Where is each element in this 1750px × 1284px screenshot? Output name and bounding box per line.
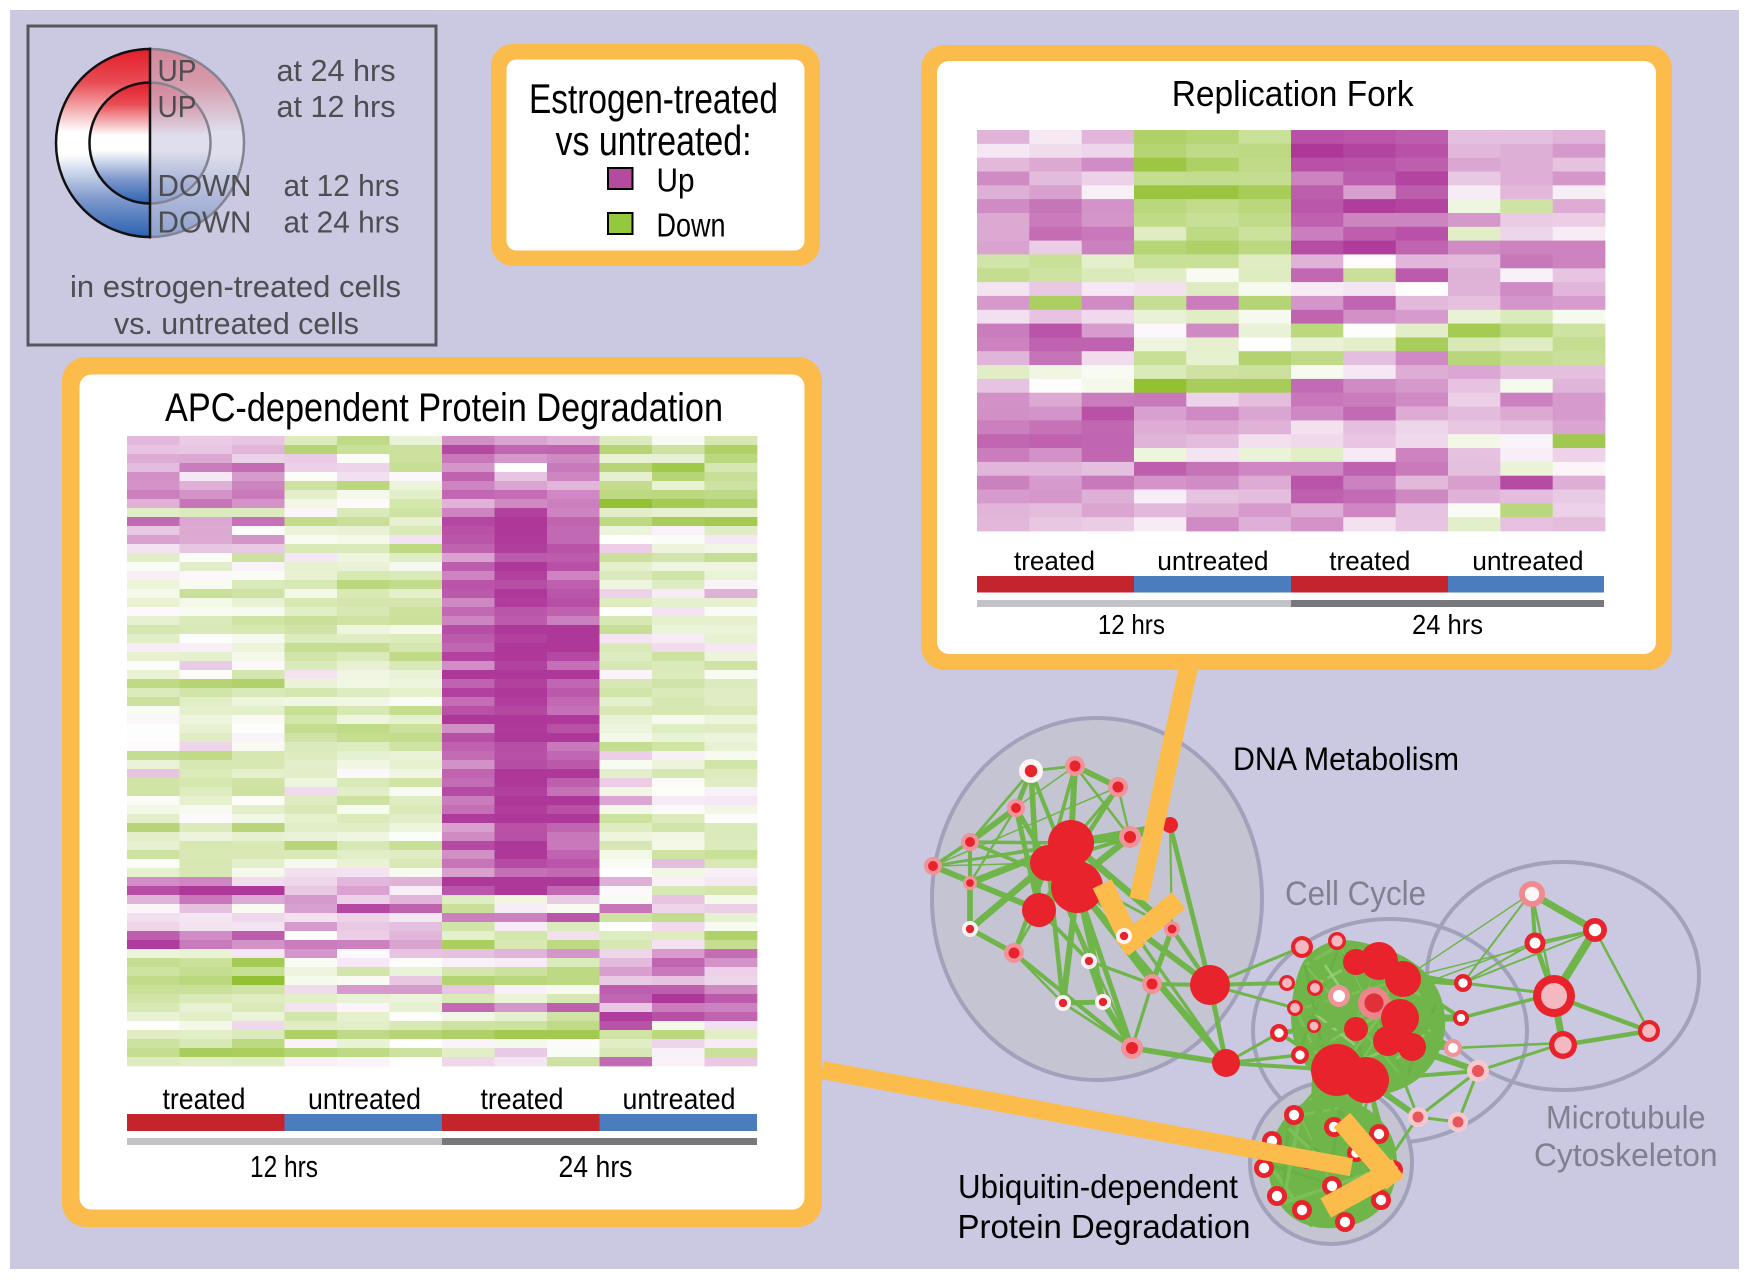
svg-text:Cell Cycle: Cell Cycle: [1285, 875, 1426, 913]
svg-text:treated: treated: [1014, 546, 1095, 576]
svg-text:at 24 hrs: at 24 hrs: [277, 53, 396, 88]
svg-text:Protein Degradation: Protein Degradation: [958, 1208, 1251, 1245]
svg-text:UP: UP: [158, 53, 197, 88]
svg-text:untreated: untreated: [1157, 546, 1268, 576]
svg-text:DNA Metabolism: DNA Metabolism: [1233, 741, 1459, 777]
svg-text:12 hrs: 12 hrs: [250, 1149, 318, 1184]
svg-text:Ubiquitin-dependent: Ubiquitin-dependent: [958, 1168, 1238, 1205]
svg-text:untreated: untreated: [1472, 546, 1583, 576]
svg-text:at 24 hrs: at 24 hrs: [284, 205, 400, 240]
svg-text:vs. untreated cells: vs. untreated cells: [114, 306, 359, 341]
svg-text:Estrogen-treated: Estrogen-treated: [529, 75, 778, 122]
svg-text:untreated: untreated: [623, 1083, 736, 1116]
svg-text:24 hrs: 24 hrs: [559, 1149, 633, 1184]
svg-text:Down: Down: [657, 207, 726, 244]
svg-text:Cytoskeleton: Cytoskeleton: [1534, 1137, 1718, 1173]
svg-text:untreated: untreated: [308, 1083, 421, 1116]
svg-text:Replication Fork: Replication Fork: [1172, 73, 1415, 114]
svg-text:12 hrs: 12 hrs: [1098, 609, 1165, 640]
svg-text:treated: treated: [163, 1083, 246, 1116]
svg-text:Microtubule: Microtubule: [1546, 1099, 1706, 1135]
svg-text:in estrogen-treated cells: in estrogen-treated cells: [70, 269, 401, 304]
svg-text:Up: Up: [657, 162, 695, 199]
svg-text:24 hrs: 24 hrs: [1412, 609, 1483, 640]
svg-text:treated: treated: [1329, 546, 1410, 576]
svg-text:treated: treated: [481, 1083, 564, 1116]
svg-text:at 12 hrs: at 12 hrs: [277, 89, 396, 124]
svg-text:vs untreated:: vs untreated:: [556, 117, 752, 164]
svg-text:at 12 hrs: at 12 hrs: [284, 168, 400, 203]
svg-text:UP: UP: [158, 89, 197, 124]
svg-text:DOWN: DOWN: [158, 168, 252, 203]
svg-text:APC-dependent Protein Degradat: APC-dependent Protein Degradation: [165, 386, 723, 430]
svg-text:DOWN: DOWN: [158, 205, 252, 240]
